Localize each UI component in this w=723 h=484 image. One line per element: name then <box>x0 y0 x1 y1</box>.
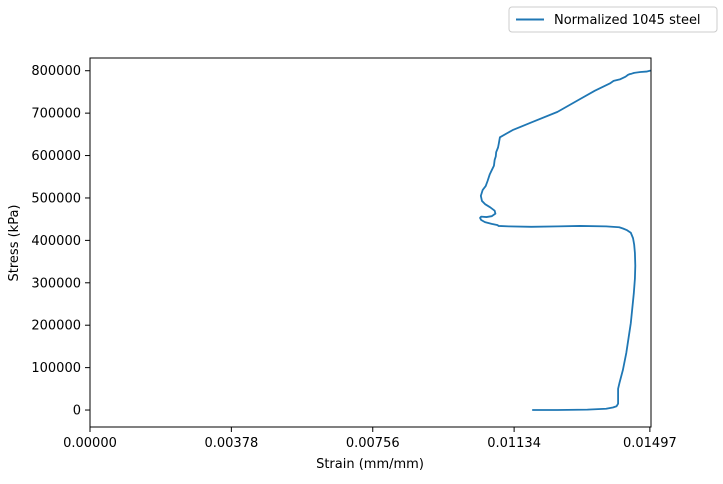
y-tick-label: 600000 <box>31 149 81 164</box>
x-tick-label: 0.00000 <box>63 436 117 451</box>
y-tick-label: 300000 <box>31 276 81 291</box>
x-tick-label: 0.00378 <box>204 436 258 451</box>
x-tick-label: 0.01497 <box>623 436 677 451</box>
y-tick-label: 500000 <box>31 191 81 206</box>
axes: 0.00000 0.00378 0.00756 0.01134 0.01497 0 1000… <box>31 57 677 451</box>
legend-label: Normalized 1045 steel <box>554 13 701 28</box>
y-tick-label: 400000 <box>31 234 81 249</box>
y-tick-label: 800000 <box>31 64 81 79</box>
x-axis-label: Strain (mm/mm) <box>316 457 424 472</box>
x-tick-label: 0.00756 <box>346 436 400 451</box>
axes-frame <box>89 57 652 428</box>
y-axis-label: Stress (kPa) <box>7 205 22 282</box>
y-tick-label: 0 <box>73 404 81 419</box>
y-tick-label: 200000 <box>31 319 81 334</box>
y-tick-label: 700000 <box>31 107 81 122</box>
series-line-0 <box>479 69 651 411</box>
plot-area <box>479 69 651 411</box>
legend: Normalized 1045 steel <box>508 6 718 33</box>
y-tick-label: 100000 <box>31 361 81 376</box>
x-tick-label: 0.01134 <box>487 436 541 451</box>
legend-frame <box>508 6 718 33</box>
